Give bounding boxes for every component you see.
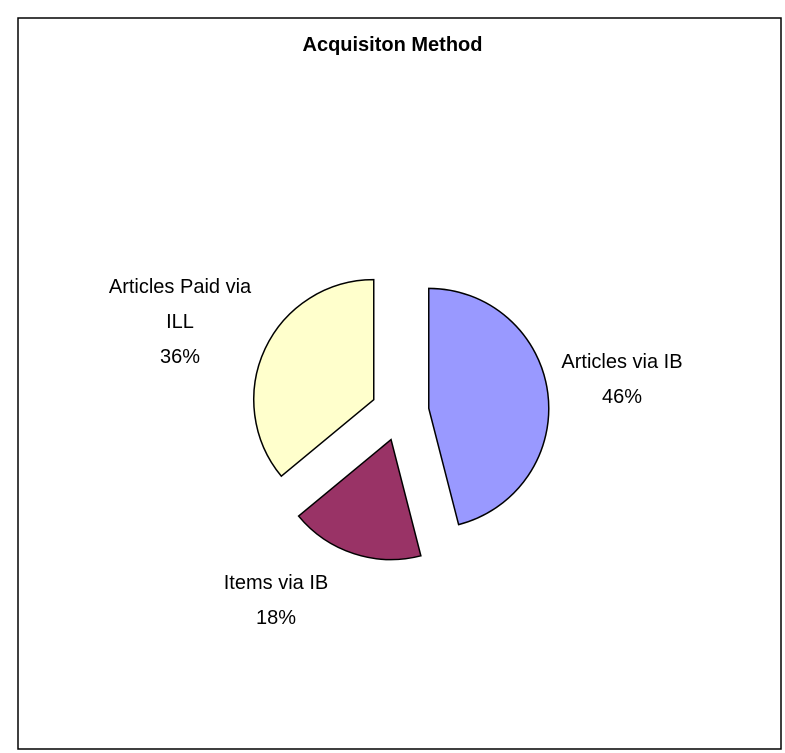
chart-title: Acquisiton Method (302, 34, 483, 56)
category-name: Articles Paid via ILL (108, 276, 252, 333)
chart-frame (17, 17, 782, 750)
slice-label: Items via IB 18% (196, 566, 356, 636)
pie-slice (428, 287, 550, 526)
pie-slice (297, 438, 422, 561)
slice-label: Articles via IB 46% (552, 345, 692, 415)
category-name: Articles via IB (561, 351, 683, 373)
value-label: 46% (601, 386, 643, 408)
category-name: Items via IB (223, 572, 329, 594)
pie-slice (253, 278, 375, 478)
value-label: 18% (255, 607, 297, 629)
slice-label: Articles Paid via ILL 36% (100, 270, 260, 375)
value-label: 36% (159, 346, 201, 368)
